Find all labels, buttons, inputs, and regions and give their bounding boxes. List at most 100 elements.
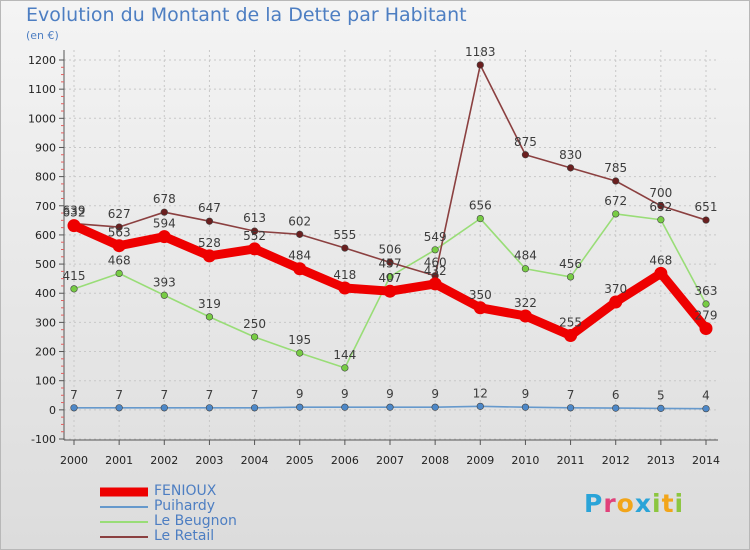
x-tick-label: 2004	[241, 454, 269, 467]
x-tick-label: 2011	[557, 454, 585, 467]
data-label: 195	[288, 333, 311, 347]
data-point	[296, 403, 304, 411]
data-label: 785	[604, 161, 627, 175]
data-label: 6	[612, 388, 620, 402]
logo-letter: t	[661, 489, 675, 518]
data-label: 460	[424, 256, 447, 270]
legend-swatch	[100, 487, 148, 496]
x-tick-label: 2005	[286, 454, 314, 467]
data-point	[428, 277, 442, 291]
data-label: 484	[288, 249, 311, 263]
logo-letter: P	[584, 489, 604, 518]
legend-label: FENIOUX	[154, 483, 217, 499]
data-point	[112, 239, 126, 253]
logo-letter: r	[603, 489, 617, 518]
data-label: 9	[341, 387, 349, 401]
data-point	[341, 403, 349, 411]
data-label: 552	[243, 229, 266, 243]
data-label: 363	[695, 284, 718, 298]
data-label: 319	[198, 297, 221, 311]
data-point	[657, 216, 665, 224]
data-label: 555	[333, 228, 356, 242]
data-point	[473, 301, 487, 315]
data-label: 656	[469, 199, 492, 213]
data-point	[476, 402, 484, 410]
data-point	[699, 322, 713, 336]
y-tick-label: 600	[35, 229, 56, 242]
data-label: 549	[424, 230, 447, 244]
x-tick-label: 2014	[692, 454, 720, 467]
axes	[59, 50, 718, 445]
data-label: 678	[153, 192, 176, 206]
data-point	[338, 281, 352, 295]
data-label: 594	[153, 217, 176, 231]
data-point	[341, 244, 349, 252]
data-point	[521, 265, 530, 273]
data-label: 468	[649, 253, 672, 267]
data-label: 647	[198, 201, 221, 215]
data-point	[566, 164, 575, 172]
data-label: 370	[604, 282, 627, 296]
x-tick-label: 2001	[105, 454, 133, 467]
chart-subtitle: (en €)	[26, 29, 59, 42]
y-tick-label: 100	[35, 375, 56, 388]
data-point	[657, 202, 665, 210]
legend-label: Le Retail	[154, 528, 215, 544]
data-point	[612, 177, 620, 185]
data-point	[521, 151, 530, 159]
x-tick-label: 2010	[511, 454, 539, 467]
data-label: 7	[567, 388, 575, 402]
data-label: 7	[160, 388, 168, 402]
data-point	[612, 210, 620, 218]
data-label: 627	[108, 207, 131, 221]
data-point	[386, 258, 394, 266]
data-label: 468	[108, 253, 131, 267]
data-point	[476, 214, 484, 223]
data-label: 830	[559, 148, 582, 162]
x-tick-label: 2007	[376, 454, 404, 467]
y-tick-label: 300	[35, 316, 56, 329]
data-point	[431, 403, 439, 411]
data-label: 393	[153, 275, 176, 289]
data-point	[115, 404, 123, 412]
data-point	[386, 403, 394, 411]
data-point	[160, 291, 168, 299]
data-point	[250, 227, 259, 235]
data-point	[476, 61, 484, 69]
data-label: 672	[604, 194, 627, 208]
data-label: 7	[206, 388, 214, 402]
x-tick-label: 2008	[421, 454, 449, 467]
x-tick-label: 2002	[150, 454, 178, 467]
data-point	[564, 329, 578, 343]
y-tick-label: 0	[49, 404, 56, 417]
y-tick-label: 800	[35, 171, 56, 184]
data-point	[160, 404, 168, 412]
y-tick-label: 1000	[28, 112, 56, 125]
data-point	[702, 300, 710, 308]
data-point	[250, 404, 259, 412]
legend-label: Le Beugnon	[154, 513, 237, 529]
logo-letter: x	[634, 489, 652, 518]
logo-letter: i	[674, 489, 685, 518]
data-label: 602	[288, 214, 311, 228]
data-point	[702, 405, 710, 413]
y-tick-label: 400	[35, 287, 56, 300]
data-label: 506	[379, 242, 402, 256]
data-label: 279	[695, 309, 718, 323]
data-label: 700	[649, 186, 672, 200]
data-label: 652	[649, 200, 672, 214]
data-label: 484	[514, 249, 537, 263]
data-label: 9	[296, 387, 304, 401]
data-label: 563	[108, 226, 131, 240]
data-label: 322	[514, 296, 537, 310]
x-tick-label: 2009	[466, 454, 494, 467]
x-tick-label: 2003	[195, 454, 223, 467]
data-point	[566, 404, 575, 412]
logo-letter: i	[652, 489, 662, 518]
data-point	[609, 295, 623, 309]
y-tick-label: 200	[35, 346, 56, 359]
data-point	[296, 230, 304, 238]
data-label: 651	[695, 200, 718, 214]
chart-title: Evolution du Montant de la Dette par Hab…	[26, 4, 467, 26]
data-label: 255	[559, 316, 582, 330]
